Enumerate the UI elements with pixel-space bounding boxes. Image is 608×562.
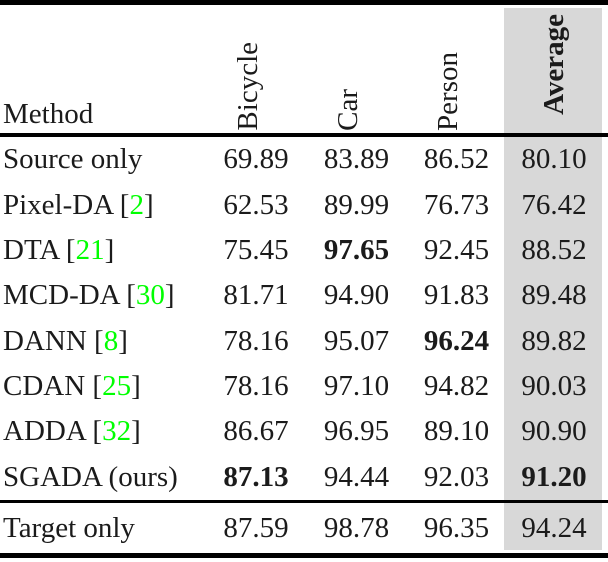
citation-link[interactable]: 30 xyxy=(135,279,165,312)
person-value: 92.45 xyxy=(423,233,490,266)
method-name: Target only xyxy=(3,511,135,544)
method-bracket: ] xyxy=(143,188,154,221)
average-value: 91.20 xyxy=(521,460,587,493)
table-body: Source only 69.89 83.89 86.52 80.10 Pixe… xyxy=(0,137,608,500)
car-value: 89.99 xyxy=(323,188,390,221)
bicycle-value: 87.13 xyxy=(223,460,289,493)
method-name: Source only xyxy=(3,143,143,176)
table-bottom-rule xyxy=(0,553,608,558)
citation-link[interactable]: 25 xyxy=(102,370,132,403)
method-bracket: ] xyxy=(164,279,175,312)
col-header-car: Car xyxy=(306,5,407,133)
col-header-bicycle-label: Bicycle xyxy=(231,42,264,131)
bicycle-value: 62.53 xyxy=(223,188,289,221)
average-value: 94.24 xyxy=(521,511,587,544)
table-row-target-only: Target only 87.59 98.78 96.35 94.24 xyxy=(0,503,608,553)
table-header: Method Bicycle Car Person Average xyxy=(0,5,608,133)
header-separator-rule xyxy=(0,133,608,137)
person-value: 86.52 xyxy=(423,143,490,176)
table-row-pixel-da: Pixel-DA [2] 62.53 89.99 76.73 76.42 xyxy=(0,182,608,227)
car-value: 94.44 xyxy=(323,460,390,493)
table-row-source-only: Source only 69.89 83.89 86.52 80.10 xyxy=(0,137,608,182)
average-value: 89.82 xyxy=(521,324,587,357)
method-bracket: ] xyxy=(131,415,141,448)
method-cell: CDAN [25] xyxy=(0,372,206,401)
bicycle-value: 69.89 xyxy=(223,143,289,176)
bicycle-value: 78.16 xyxy=(223,324,289,357)
method-cell: Source only xyxy=(0,145,206,174)
method-cell: MCD-DA [30] xyxy=(0,281,206,310)
person-value: 94.82 xyxy=(423,370,490,403)
col-header-car-label: Car xyxy=(332,89,364,131)
car-value: 97.10 xyxy=(323,370,390,403)
method-cell: DTA [21] xyxy=(0,233,206,266)
table-row-sgada: SGADA (ours) 87.13 94.44 92.03 91.20 xyxy=(0,455,608,500)
table-row-mcd-da: MCD-DA [30] 81.71 94.90 91.83 89.48 xyxy=(0,273,608,318)
method-cell: Pixel-DA [2] xyxy=(0,188,206,221)
table-row-adda: ADDA [32] 86.67 96.95 89.10 90.90 xyxy=(0,409,608,454)
method-cell: DANN [8] xyxy=(0,324,206,357)
average-value: 76.42 xyxy=(521,188,587,221)
average-value: 90.03 xyxy=(521,370,587,403)
method-bracket: ] xyxy=(104,233,115,266)
table-row-cdan: CDAN [25] 78.16 97.10 94.82 90.03 xyxy=(0,364,608,409)
person-value: 96.24 xyxy=(423,324,490,357)
col-header-average-label: Average xyxy=(537,14,570,115)
person-value: 92.03 xyxy=(423,460,490,493)
method-cell: SGADA (ours) xyxy=(0,460,206,493)
citation-link[interactable]: 2 xyxy=(129,188,144,221)
bicycle-value: 81.71 xyxy=(223,279,289,312)
table-row-dann: DANN [8] 78.16 95.07 96.24 89.82 xyxy=(0,319,608,364)
person-value: 89.10 xyxy=(423,415,490,448)
method-name: SGADA (ours) xyxy=(3,460,178,493)
citation-link[interactable]: 32 xyxy=(102,415,132,448)
method-bracket: ] xyxy=(131,370,141,403)
method-name: MCD-DA [ xyxy=(3,279,136,312)
method-name: DTA [ xyxy=(3,233,76,266)
person-value: 96.35 xyxy=(423,511,490,544)
col-header-person-label: Person xyxy=(432,52,464,131)
average-value: 90.90 xyxy=(521,415,587,448)
method-name: DANN [ xyxy=(3,324,104,357)
bicycle-value: 78.16 xyxy=(223,370,289,403)
target-separator-rule xyxy=(0,500,608,503)
col-header-bicycle: Bicycle xyxy=(206,5,306,133)
person-value: 91.83 xyxy=(423,279,490,312)
citation-link[interactable]: 8 xyxy=(103,324,119,357)
car-value: 96.95 xyxy=(323,415,390,448)
table-top-rule xyxy=(0,0,608,5)
method-cell: ADDA [32] xyxy=(0,417,206,446)
car-value: 98.78 xyxy=(323,511,390,544)
method-bracket: ] xyxy=(118,324,128,357)
method-name: Pixel-DA [ xyxy=(3,188,130,221)
method-header-label: Method xyxy=(3,98,94,130)
car-value: 95.07 xyxy=(323,324,390,357)
bicycle-value: 87.59 xyxy=(223,511,289,544)
bicycle-value: 86.67 xyxy=(223,415,289,448)
col-header-person: Person xyxy=(407,5,506,133)
person-value: 76.73 xyxy=(423,188,490,221)
average-value: 89.48 xyxy=(521,279,587,312)
method-name: ADDA [ xyxy=(3,415,103,448)
citation-link[interactable]: 21 xyxy=(75,233,105,266)
car-value: 94.90 xyxy=(323,279,390,312)
car-value: 83.89 xyxy=(323,143,390,176)
method-cell: Target only xyxy=(0,511,206,544)
average-value: 88.52 xyxy=(521,233,587,266)
bicycle-value: 75.45 xyxy=(223,233,289,266)
method-header-cell: Method xyxy=(0,5,206,133)
car-value: 97.65 xyxy=(323,233,390,266)
col-header-average: Average xyxy=(506,5,602,133)
average-value: 80.10 xyxy=(521,143,587,176)
method-name: CDAN [ xyxy=(3,370,103,403)
average-column-highlight xyxy=(504,8,602,550)
table-row-dta: DTA [21] 75.45 97.65 92.45 88.52 xyxy=(0,228,608,273)
